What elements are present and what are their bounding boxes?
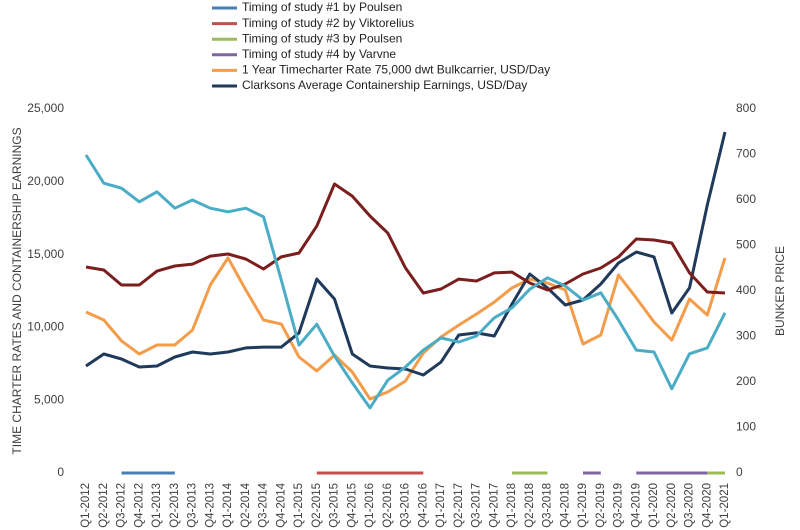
legend-label: 1 Year Timecharter Rate 75,000 dwt Bulkc… [242,63,550,77]
y-tick-label: 10,000 [27,320,64,334]
y2-tick-label: 800 [736,101,756,115]
series-line [85,256,727,401]
y-tick-label: 25,000 [27,101,64,115]
x-tick-label: Q4-2012 [133,483,145,528]
x-tick-label: Q2-2020 [666,483,678,528]
y2-axis-label: BUNKER PRICE [773,246,787,336]
x-tick-label: Q4-2017 [488,483,500,528]
x-tick-label: Q1-2018 [506,483,518,528]
x-tick-label: Q3-2017 [471,483,483,528]
x-tick-label: Q2-2012 [98,483,110,528]
legend-label: Clarksons Average Containership Earnings… [242,78,527,92]
x-tick-label: Q3-2016 [400,483,412,528]
x-tick-label: Q2-2016 [382,483,394,528]
x-tick-label: Q4-2016 [417,483,429,528]
y2-tick-label: 400 [736,283,756,297]
x-tick-label: Q1-2017 [435,483,447,528]
x-tick-label: Q1-2021 [719,483,731,528]
x-tick-label: Q2-2019 [595,483,607,528]
x-tick-label: Q3-2014 [258,482,270,527]
legend-label: Timing of study #3 by Poulsen [242,31,402,45]
x-tick-label: Q1-2012 [80,483,92,528]
legend-label: Timing of study #2 by Viktorelius [242,16,414,30]
x-tick-label: Q3-2019 [613,483,625,528]
y2-tick-label: 200 [736,374,756,388]
x-tick-label: Q1-2019 [577,483,589,528]
y-tick-label: 5,000 [34,392,64,406]
series-line [85,182,726,295]
legend-label: Timing of study #4 by Varvne [242,47,396,61]
x-tick-label: Q2-2015 [311,483,323,528]
y2-tick-label: 300 [736,329,756,343]
x-tick-label: Q1-2016 [364,483,376,528]
x-tick-label: Q4-2013 [204,483,216,528]
series-line [84,154,727,410]
x-tick-label: Q4-2018 [559,483,571,528]
x-tick-label: Q3-2020 [684,483,696,528]
y2-tick-label: 500 [736,238,756,252]
x-tick-label: Q1-2020 [648,483,660,528]
x-tick-label: Q2-2014 [240,482,252,527]
x-tick-label: Q4-2015 [346,483,358,528]
y-axis-label: TIME CHARTER RATES AND CONTAINERSHIP EAR… [10,127,24,454]
x-tick-label: Q2-2017 [453,483,465,528]
y-tick-label: 20,000 [27,174,64,188]
legend-label: Timing of study #1 by Poulsen [242,0,402,14]
x-tick-label: Q3-2013 [187,483,199,528]
y2-tick-label: 700 [736,147,756,161]
x-tick-label: Q3-2015 [329,483,341,528]
x-tick-label: Q1-2014 [222,482,234,527]
y2-tick-label: 0 [736,465,743,479]
x-tick-label: Q3-2018 [542,483,554,528]
x-tick-label: Q2-2018 [524,483,536,528]
y-tick-label: 0 [57,465,64,479]
x-tick-label: Q1-2013 [151,483,163,528]
x-tick-label: Q4-2014 [275,482,287,527]
series-line [85,131,727,377]
x-tick-label: Q1-2015 [293,483,305,528]
y-tick-label: 15,000 [27,247,64,261]
y2-tick-label: 100 [736,420,756,434]
x-tick-label: Q3-2012 [116,483,128,528]
x-tick-label: Q2-2013 [169,483,181,528]
y2-tick-label: 600 [736,192,756,206]
x-tick-label: Q4-2020 [701,483,713,528]
x-tick-label: Q4-2019 [630,483,642,528]
